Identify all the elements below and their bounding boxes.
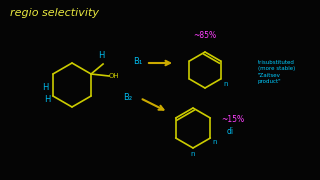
Text: n: n xyxy=(224,81,228,87)
Text: trisubstituted
(more stable)
"Zaitsev
product": trisubstituted (more stable) "Zaitsev pr… xyxy=(258,60,295,84)
Text: OH: OH xyxy=(109,73,120,79)
Text: n: n xyxy=(212,139,217,145)
Text: H: H xyxy=(98,51,104,60)
Text: B₁: B₁ xyxy=(133,57,143,66)
Text: B₂: B₂ xyxy=(124,93,132,102)
Text: ~15%: ~15% xyxy=(221,116,244,125)
Text: n: n xyxy=(191,151,195,157)
Text: ~85%: ~85% xyxy=(193,31,217,40)
Text: regio selectivity: regio selectivity xyxy=(10,8,99,18)
Text: H: H xyxy=(44,96,50,105)
Text: H: H xyxy=(42,84,48,93)
Text: di: di xyxy=(227,127,234,136)
